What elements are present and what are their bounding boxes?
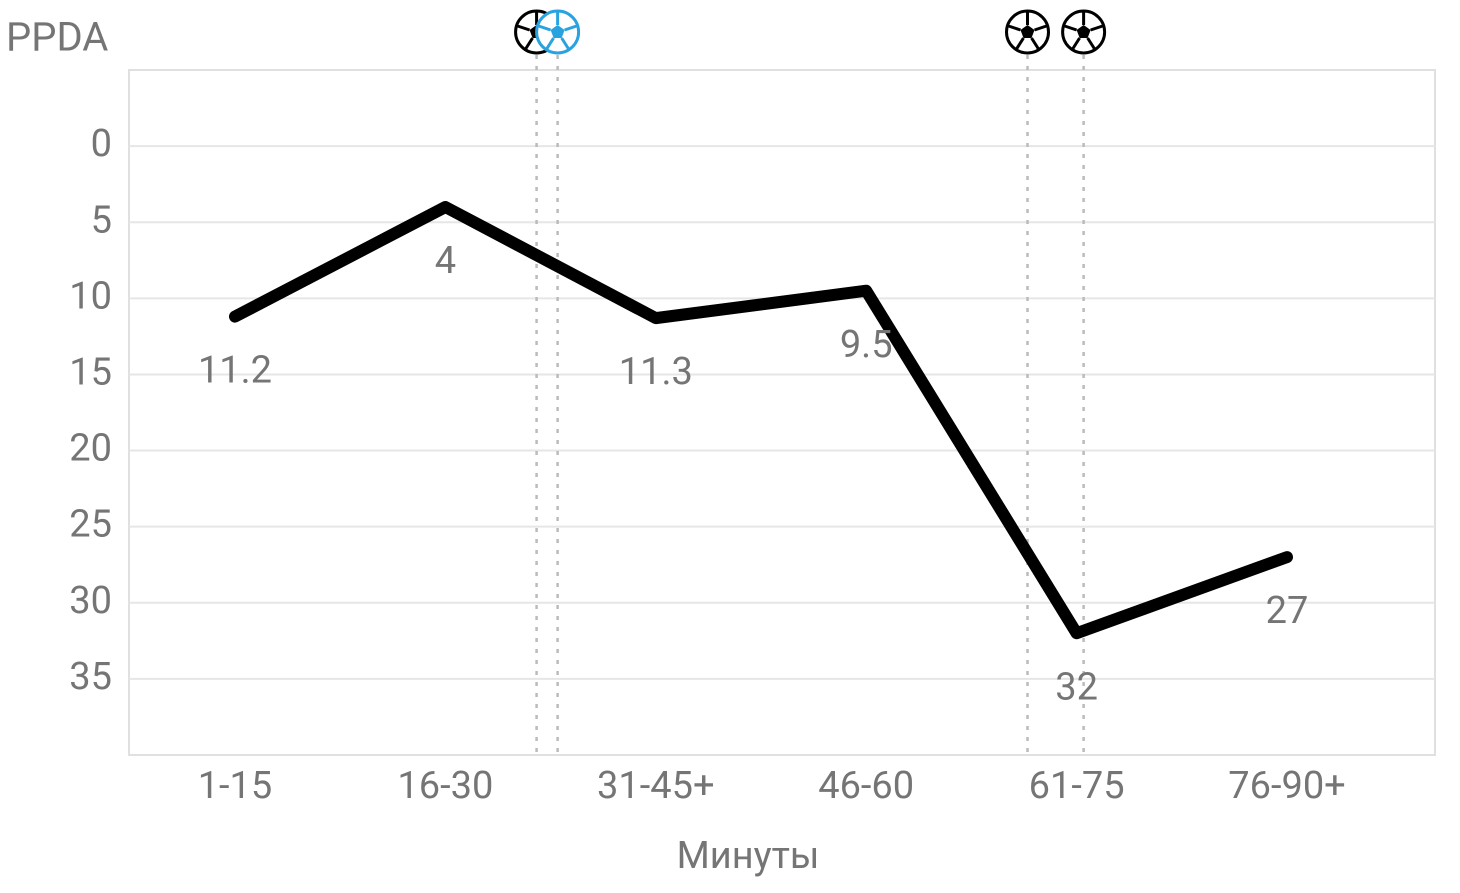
x-tick-label: 61-75: [1029, 764, 1125, 808]
ball-patch: [550, 25, 565, 38]
ball-seam: [517, 24, 531, 32]
data-label: 27: [1266, 589, 1309, 633]
data-label: 11.3: [619, 350, 693, 394]
ball-seam: [1015, 37, 1025, 50]
ball-seam: [545, 37, 555, 50]
series-line: [229, 201, 1293, 640]
y-tick-label: 25: [69, 503, 112, 547]
y-axis-label: PPDA: [6, 14, 108, 61]
data-label: 4: [435, 239, 456, 283]
ball-seam: [1090, 24, 1104, 32]
y-tick-label: 15: [69, 350, 112, 394]
data-label: 11.2: [198, 349, 272, 393]
ball-patch: [1020, 25, 1035, 38]
x-tick-label: 46-60: [818, 764, 914, 808]
goal-icon: [535, 9, 581, 55]
x-tick-label: 76-90+: [1228, 764, 1346, 808]
ball-seam: [1086, 37, 1096, 50]
ball-seam: [560, 37, 570, 50]
x-tick-label: 1-15: [198, 764, 273, 808]
ball-seam: [1008, 24, 1021, 32]
y-tick-label: 10: [69, 274, 112, 318]
x-tick-label: 31-45+: [597, 764, 715, 808]
y-tick-label: 20: [69, 427, 112, 471]
y-tick-label: 30: [69, 579, 112, 623]
ball-seam: [1030, 37, 1040, 50]
plot-frame: [128, 69, 1436, 756]
x-axis-label: Минуты: [677, 834, 820, 878]
ball-seam: [1034, 24, 1047, 32]
data-label: 9.5: [840, 323, 893, 367]
goal-icon: [1005, 9, 1051, 55]
ball-patch: [1076, 25, 1091, 38]
ball-seam: [564, 24, 578, 32]
ball-seam: [1064, 24, 1078, 32]
y-tick-label: 5: [91, 198, 112, 242]
ball-seam: [524, 37, 534, 50]
ball-seam: [538, 24, 552, 32]
x-tick-label: 16-30: [397, 764, 493, 808]
ball-seam: [1071, 37, 1081, 50]
goal-icon: [1061, 9, 1107, 55]
data-label: 32: [1055, 665, 1098, 709]
y-tick-label: 0: [91, 122, 112, 166]
y-tick-label: 35: [69, 655, 112, 699]
